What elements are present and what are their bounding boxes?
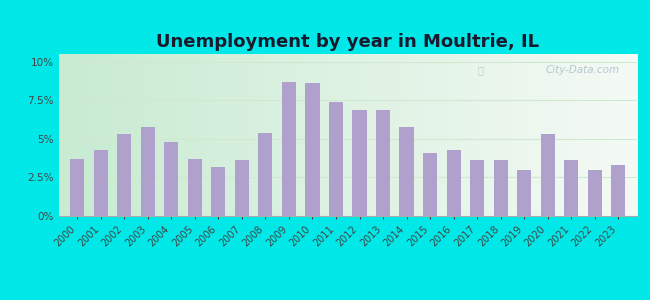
- Bar: [188, 159, 202, 216]
- Bar: [282, 82, 296, 216]
- Bar: [141, 127, 155, 216]
- Bar: [611, 165, 625, 216]
- Bar: [423, 153, 437, 216]
- Bar: [117, 134, 131, 216]
- Bar: [447, 150, 461, 216]
- Text: City-Data.com: City-Data.com: [545, 65, 619, 75]
- Bar: [400, 127, 413, 216]
- Bar: [564, 160, 579, 216]
- Bar: [94, 150, 108, 216]
- Bar: [306, 83, 320, 216]
- Bar: [235, 160, 249, 216]
- Bar: [70, 159, 84, 216]
- Bar: [541, 134, 554, 216]
- Bar: [376, 110, 390, 216]
- Text: Ⓜ: Ⓜ: [478, 65, 484, 75]
- Title: Unemployment by year in Moultrie, IL: Unemployment by year in Moultrie, IL: [156, 33, 540, 51]
- Bar: [493, 160, 508, 216]
- Bar: [259, 133, 272, 216]
- Bar: [588, 170, 602, 216]
- Bar: [211, 167, 226, 216]
- Bar: [329, 102, 343, 216]
- Bar: [517, 170, 531, 216]
- Bar: [470, 160, 484, 216]
- Bar: [352, 110, 367, 216]
- Bar: [164, 142, 179, 216]
